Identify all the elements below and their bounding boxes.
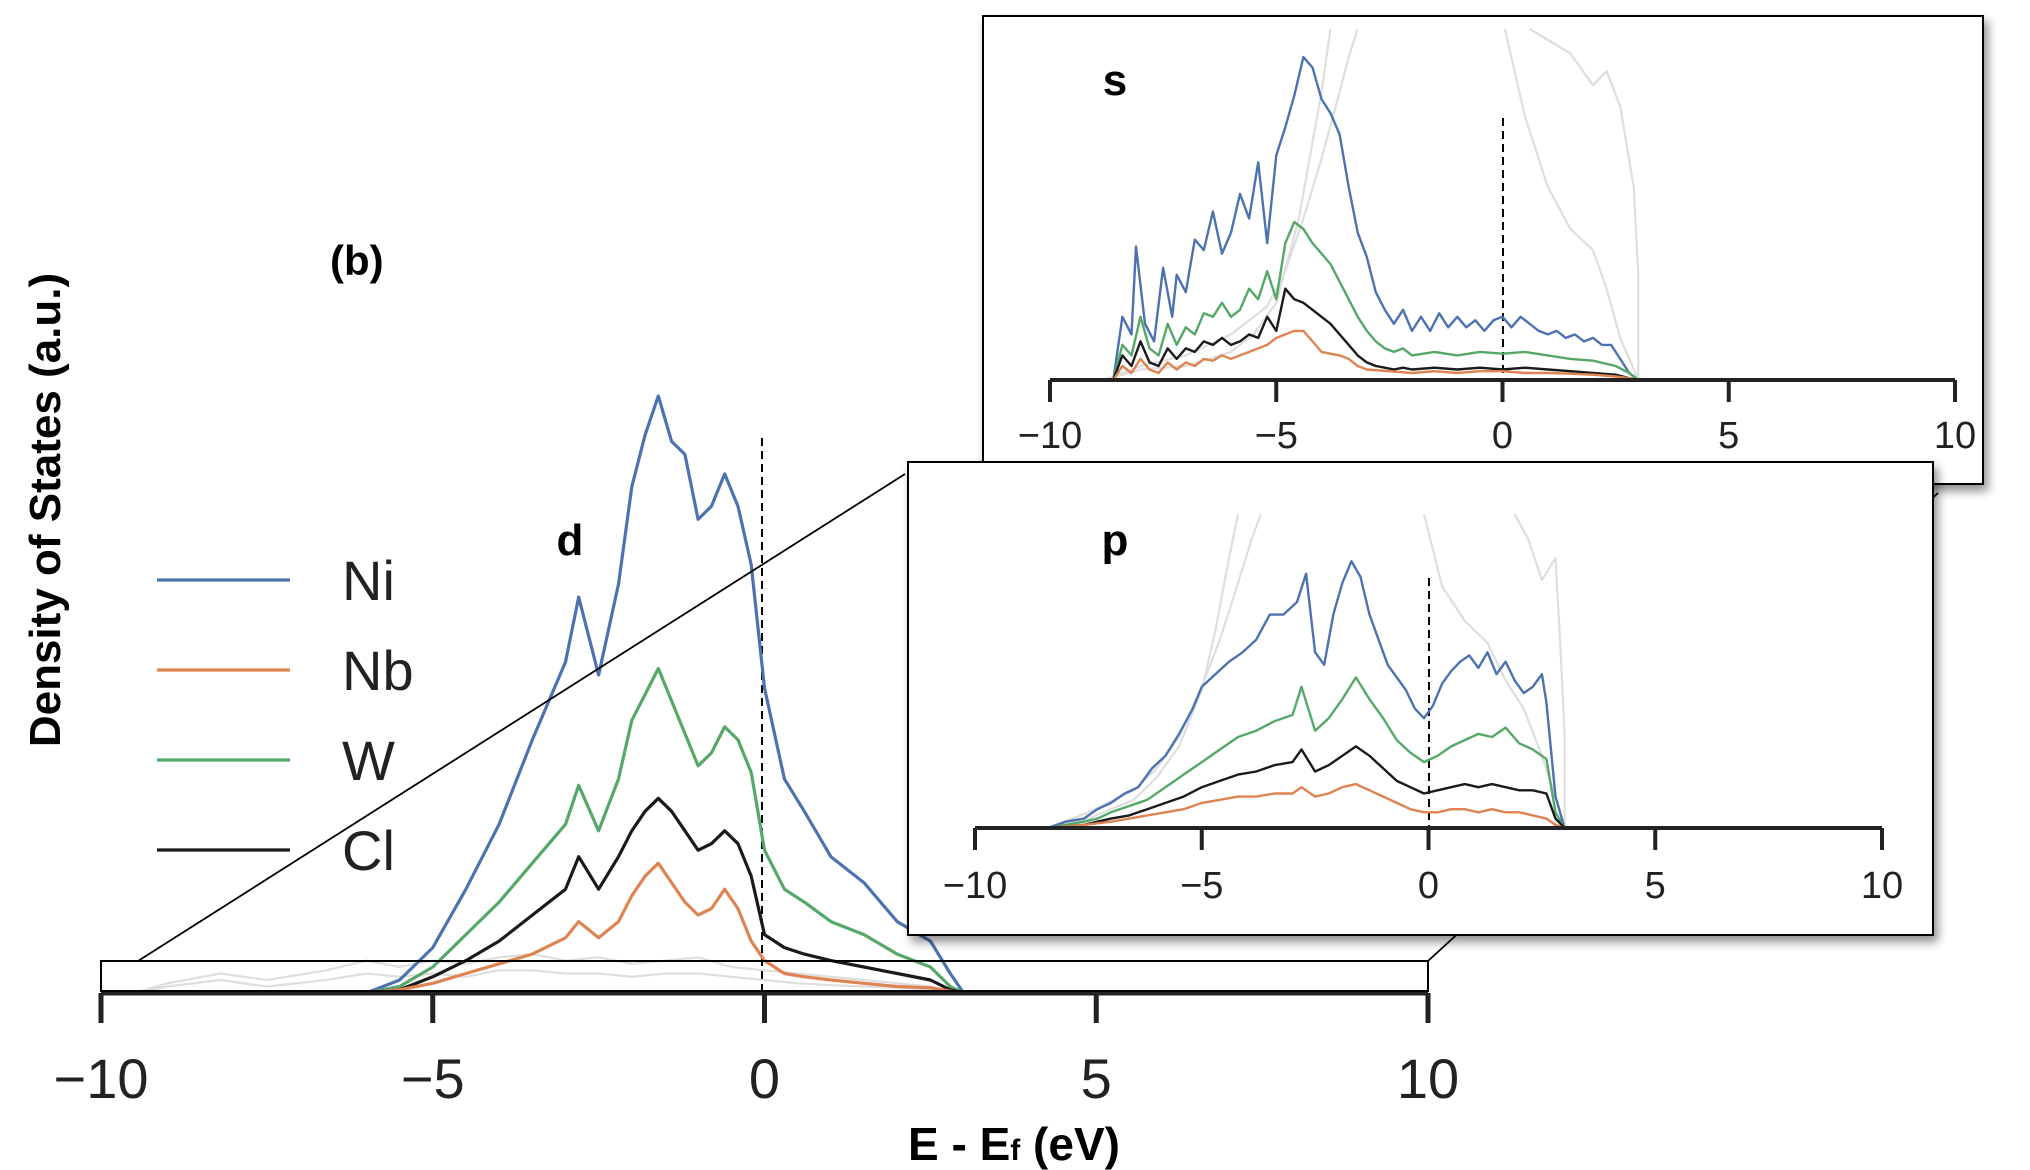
inset-s-tick-label: −10	[1018, 415, 1082, 457]
inset-p-series	[1046, 560, 1566, 830]
inset-s-x-axis: −10 −5 0 5 10	[1018, 378, 1976, 457]
panel-label: (b)	[330, 237, 384, 284]
inset-s-bg-3-line	[1503, 28, 1640, 381]
legend-w-label: W	[342, 729, 395, 792]
main-tick-label: 5	[1081, 1047, 1112, 1110]
inset-p-frame	[907, 461, 1934, 936]
main-series-ni-line	[364, 394, 966, 995]
inset-s-series-w-line	[1112, 220, 1640, 382]
inset-p-title: p	[1102, 516, 1129, 565]
main-series-w-line	[364, 666, 966, 995]
inset-s-panel: s −10 −5 0 5 10	[982, 15, 1984, 485]
inset-s-series-nb-line	[1112, 329, 1640, 382]
main-tick-label: −5	[401, 1047, 465, 1110]
zoom-region-box	[100, 960, 1429, 992]
legend-ni-label: Ni	[342, 549, 395, 612]
main-series-cl-line	[364, 796, 966, 995]
inset-s-title: s	[1103, 56, 1127, 105]
main-tick-label: −10	[54, 1047, 149, 1110]
inset-p-panel: p −10 −5 0 5 10	[907, 461, 1934, 936]
inset-p-tick-label: −5	[1180, 865, 1223, 907]
main-tick-label: 10	[1397, 1047, 1459, 1110]
inset-s-frame	[982, 15, 1984, 485]
inset-s-series-cl-line	[1112, 287, 1640, 382]
inset-s-tick-label: −5	[1255, 415, 1298, 457]
inset-s-series	[1112, 55, 1640, 382]
inset-p-bg-1-line	[1047, 513, 1240, 830]
main-series	[364, 394, 966, 995]
inset-p-tick-label: 10	[1861, 865, 1903, 907]
inset-p-tick-label: 0	[1418, 865, 1439, 907]
inset-s-tick-label: 5	[1718, 415, 1739, 457]
y-axis-label: Density of States (a.u.)	[21, 273, 70, 747]
inset-s-tick-label: 0	[1492, 415, 1513, 457]
inset-p-bg-4-line	[1513, 513, 1566, 828]
main-tick-label: 0	[749, 1047, 780, 1110]
inset-p-series-w-line	[1046, 676, 1566, 830]
main-bg-1-line	[133, 952, 964, 995]
inset-s-tick-label: 10	[1934, 415, 1976, 457]
legend: Ni Nb W Cl	[157, 549, 414, 882]
main-x-axis: −10 −5 0 5 10	[54, 990, 1459, 1110]
inset-s-bg-4-line	[1529, 27, 1640, 380]
inset-s-bg-1-line	[1103, 28, 1332, 382]
legend-nb-label: Nb	[342, 639, 414, 702]
inset-p-series-ni-line	[1046, 560, 1566, 830]
x-axis-label: E - Ef (eV)	[908, 1118, 1120, 1170]
main-subplot-title: d	[557, 516, 584, 565]
main-background-curves	[133, 952, 964, 995]
inset-p-tick-label: 5	[1645, 865, 1666, 907]
inset-p-x-axis: −10 −5 0 5 10	[943, 826, 1903, 907]
inset-s-bg-2-line	[1103, 28, 1359, 382]
zoom-connector-left	[137, 473, 906, 962]
legend-cl-label: Cl	[342, 819, 395, 882]
inset-p-series-cl-line	[1046, 745, 1566, 830]
inset-p-series-nb-line	[1046, 782, 1566, 830]
inset-s-background-curves	[1103, 27, 1640, 382]
main-series-nb-line	[364, 861, 966, 995]
inset-p-tick-label: −10	[943, 865, 1007, 907]
main-bg-2-line	[133, 969, 964, 995]
inset-s-series-ni-line	[1112, 55, 1640, 382]
main-plot: (b) Density of States (a.u.) E - Ef (eV)…	[21, 237, 1459, 1170]
